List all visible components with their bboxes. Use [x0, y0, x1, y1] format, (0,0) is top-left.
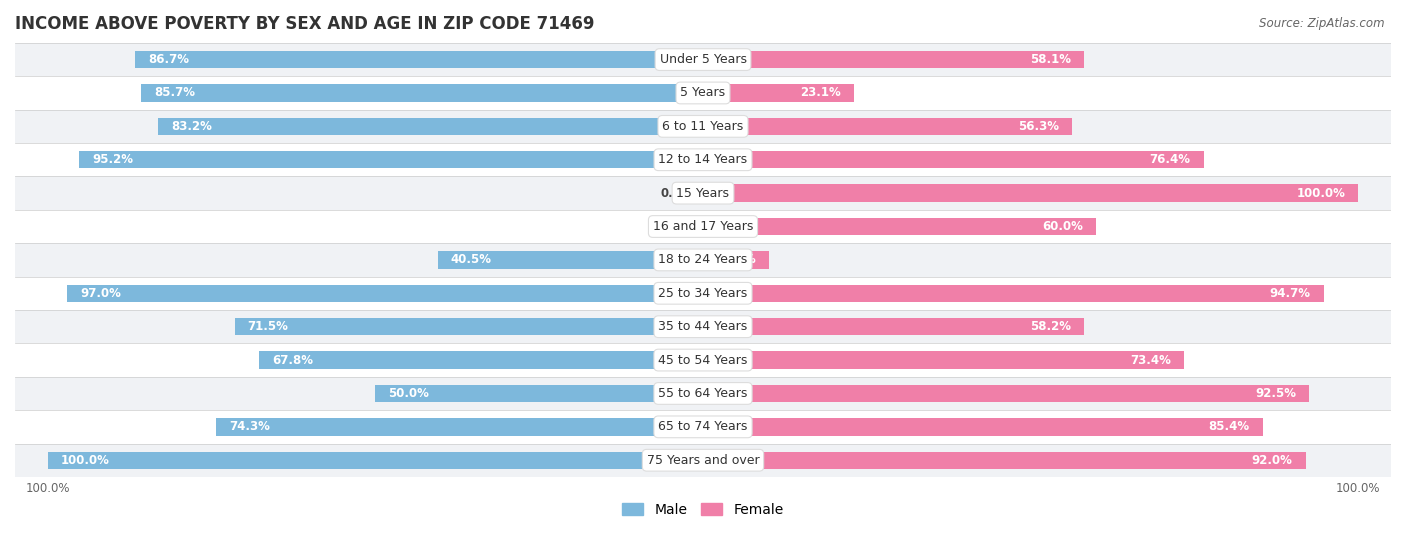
Bar — [157, 118, 703, 135]
Bar — [375, 385, 703, 402]
Bar — [703, 218, 1097, 235]
Text: 65 to 74 Years: 65 to 74 Years — [658, 420, 748, 433]
Text: 6 to 11 Years: 6 to 11 Years — [662, 120, 744, 133]
Text: Source: ZipAtlas.com: Source: ZipAtlas.com — [1260, 17, 1385, 30]
Bar — [217, 418, 703, 435]
Text: 0.0%: 0.0% — [661, 187, 693, 200]
Text: 71.5%: 71.5% — [247, 320, 288, 333]
Text: 76.4%: 76.4% — [1150, 153, 1191, 166]
Text: 86.7%: 86.7% — [148, 53, 188, 66]
Text: 100.0%: 100.0% — [60, 454, 110, 467]
Bar — [15, 410, 1391, 443]
Bar — [15, 443, 1391, 477]
Text: 85.7%: 85.7% — [155, 87, 195, 100]
Bar — [135, 51, 703, 68]
Text: 2.0%: 2.0% — [647, 220, 681, 233]
Text: 60.0%: 60.0% — [1042, 220, 1083, 233]
Bar — [703, 318, 1084, 335]
Bar — [15, 277, 1391, 310]
Bar — [703, 184, 1358, 202]
Text: 94.7%: 94.7% — [1270, 287, 1310, 300]
Text: 50.0%: 50.0% — [388, 387, 429, 400]
Text: 75 Years and over: 75 Years and over — [647, 454, 759, 467]
Text: 45 to 54 Years: 45 to 54 Years — [658, 354, 748, 367]
Bar — [703, 418, 1263, 435]
Text: 16 and 17 Years: 16 and 17 Years — [652, 220, 754, 233]
Bar — [703, 285, 1323, 302]
Bar — [142, 84, 703, 102]
Text: 85.4%: 85.4% — [1208, 420, 1250, 433]
Text: 25 to 34 Years: 25 to 34 Years — [658, 287, 748, 300]
Text: 12 to 14 Years: 12 to 14 Years — [658, 153, 748, 166]
Bar — [15, 43, 1391, 76]
Text: 100.0%: 100.0% — [1296, 187, 1346, 200]
Text: Under 5 Years: Under 5 Years — [659, 53, 747, 66]
Bar — [703, 452, 1306, 469]
Bar — [703, 251, 769, 268]
Bar — [703, 352, 1184, 369]
Bar — [15, 177, 1391, 210]
Bar — [15, 76, 1391, 110]
Bar — [15, 210, 1391, 243]
Bar — [48, 452, 703, 469]
Bar — [437, 251, 703, 268]
Text: 5 Years: 5 Years — [681, 87, 725, 100]
Legend: Male, Female: Male, Female — [617, 497, 789, 522]
Bar — [259, 352, 703, 369]
Text: 83.2%: 83.2% — [172, 120, 212, 133]
Text: 74.3%: 74.3% — [229, 420, 270, 433]
Bar — [703, 51, 1084, 68]
Text: 97.0%: 97.0% — [80, 287, 121, 300]
Bar — [703, 385, 1309, 402]
Text: 58.2%: 58.2% — [1031, 320, 1071, 333]
Bar — [15, 143, 1391, 177]
Text: 58.1%: 58.1% — [1029, 53, 1070, 66]
Bar — [15, 110, 1391, 143]
Text: 10.1%: 10.1% — [716, 253, 756, 267]
Bar — [690, 218, 703, 235]
Bar — [15, 377, 1391, 410]
Bar — [15, 343, 1391, 377]
Bar — [15, 243, 1391, 277]
Text: 23.1%: 23.1% — [800, 87, 841, 100]
Text: 95.2%: 95.2% — [93, 153, 134, 166]
Text: 40.5%: 40.5% — [451, 253, 492, 267]
Text: 55 to 64 Years: 55 to 64 Years — [658, 387, 748, 400]
Text: 15 Years: 15 Years — [676, 187, 730, 200]
Bar — [703, 151, 1204, 168]
Text: 56.3%: 56.3% — [1018, 120, 1059, 133]
Text: 67.8%: 67.8% — [271, 354, 314, 367]
Bar — [703, 118, 1071, 135]
Text: 92.5%: 92.5% — [1256, 387, 1296, 400]
Text: 18 to 24 Years: 18 to 24 Years — [658, 253, 748, 267]
Bar — [703, 84, 855, 102]
Bar — [79, 151, 703, 168]
Text: INCOME ABOVE POVERTY BY SEX AND AGE IN ZIP CODE 71469: INCOME ABOVE POVERTY BY SEX AND AGE IN Z… — [15, 15, 595, 33]
Text: 92.0%: 92.0% — [1251, 454, 1292, 467]
Text: 35 to 44 Years: 35 to 44 Years — [658, 320, 748, 333]
Bar — [67, 285, 703, 302]
Text: 73.4%: 73.4% — [1130, 354, 1171, 367]
Bar — [235, 318, 703, 335]
Bar — [15, 310, 1391, 343]
